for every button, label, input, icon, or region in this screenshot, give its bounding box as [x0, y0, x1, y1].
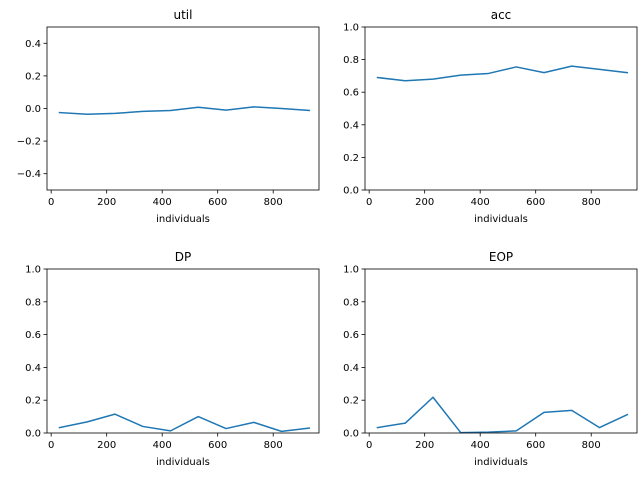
y-tick-label: 0.6 — [25, 330, 41, 341]
y-tick-label: 0.8 — [343, 55, 359, 66]
plot-frame — [46, 26, 320, 191]
y-tick-label: 0.0 — [25, 429, 41, 440]
y-tick-label: 0.4 — [343, 120, 359, 131]
panel-title: EOP — [489, 250, 513, 264]
y-tick-label: 0.6 — [343, 330, 359, 341]
y-tick-label: −0.2 — [17, 137, 41, 148]
x-tick-label: 600 — [526, 197, 545, 208]
panel-title: DP — [175, 250, 191, 264]
panel-util: util individuals 0 200 400 600 800 −0.4 −0.2 0.… — [17, 8, 320, 225]
y-tick-label: 0.2 — [25, 396, 41, 407]
plot-frame — [364, 26, 638, 191]
x-axis-label: individuals — [474, 214, 528, 225]
x-axis-label: individuals — [156, 457, 210, 468]
x-tick-label: 200 — [97, 197, 116, 208]
y-tick-label: 0.0 — [343, 429, 359, 440]
y-tick-label: 0.8 — [25, 297, 41, 308]
series-line — [376, 65, 629, 82]
x-tick-label: 0 — [366, 197, 372, 208]
panel-acc: acc individuals 0 200 400 600 800 0.0 0.2 0.4 0.… — [343, 8, 638, 225]
x-tick-label: 800 — [582, 197, 601, 208]
x-tick-label: 0 — [48, 197, 54, 208]
series-line — [376, 396, 629, 434]
panel-dp: DP individuals 0 200 400 600 800 0.0 0.2 0.4 0.6… — [25, 250, 320, 468]
x-tick-label: 0 — [366, 440, 372, 451]
x-tick-label: 800 — [582, 440, 601, 451]
y-tick-label: 1.0 — [25, 265, 41, 276]
y-tick-label: 0.2 — [343, 396, 359, 407]
x-tick-label: 0 — [48, 440, 54, 451]
y-tick-label: 0.0 — [25, 104, 41, 115]
x-tick-label: 200 — [97, 440, 116, 451]
y-tick-label: 0.2 — [25, 71, 41, 82]
y-tick-label: −0.4 — [17, 169, 41, 180]
x-tick-label: 600 — [526, 440, 545, 451]
x-axis-label: individuals — [474, 457, 528, 468]
y-tick-label: 0.2 — [343, 153, 359, 164]
y-tick-label: 0.4 — [343, 363, 359, 374]
panel-title: util — [174, 8, 193, 22]
x-tick-label: 200 — [415, 197, 434, 208]
series-line — [58, 413, 311, 433]
x-tick-label: 400 — [153, 440, 172, 451]
y-tick-label: 0.4 — [25, 39, 41, 50]
x-tick-label: 400 — [153, 197, 172, 208]
panel-title: acc — [491, 8, 512, 22]
x-tick-label: 400 — [471, 197, 490, 208]
y-tick-label: 0.6 — [343, 88, 359, 99]
plot-frame — [364, 268, 638, 434]
plot-frame — [46, 268, 320, 434]
x-tick-label: 800 — [264, 440, 283, 451]
x-tick-label: 600 — [208, 440, 227, 451]
y-tick-label: 0.4 — [25, 363, 41, 374]
y-tick-label: 1.0 — [343, 265, 359, 276]
y-tick-label: 0.8 — [343, 297, 359, 308]
x-axis-label: individuals — [156, 214, 210, 225]
panel-eop: EOP individuals 0 200 400 600 800 0.0 0.2 0.4 0.… — [343, 250, 638, 468]
x-tick-label: 800 — [264, 197, 283, 208]
x-tick-label: 600 — [208, 197, 227, 208]
y-tick-label: 0.0 — [343, 186, 359, 197]
x-tick-label: 400 — [471, 440, 490, 451]
x-tick-label: 200 — [415, 440, 434, 451]
series-line — [58, 106, 311, 115]
y-tick-label: 1.0 — [343, 23, 359, 34]
